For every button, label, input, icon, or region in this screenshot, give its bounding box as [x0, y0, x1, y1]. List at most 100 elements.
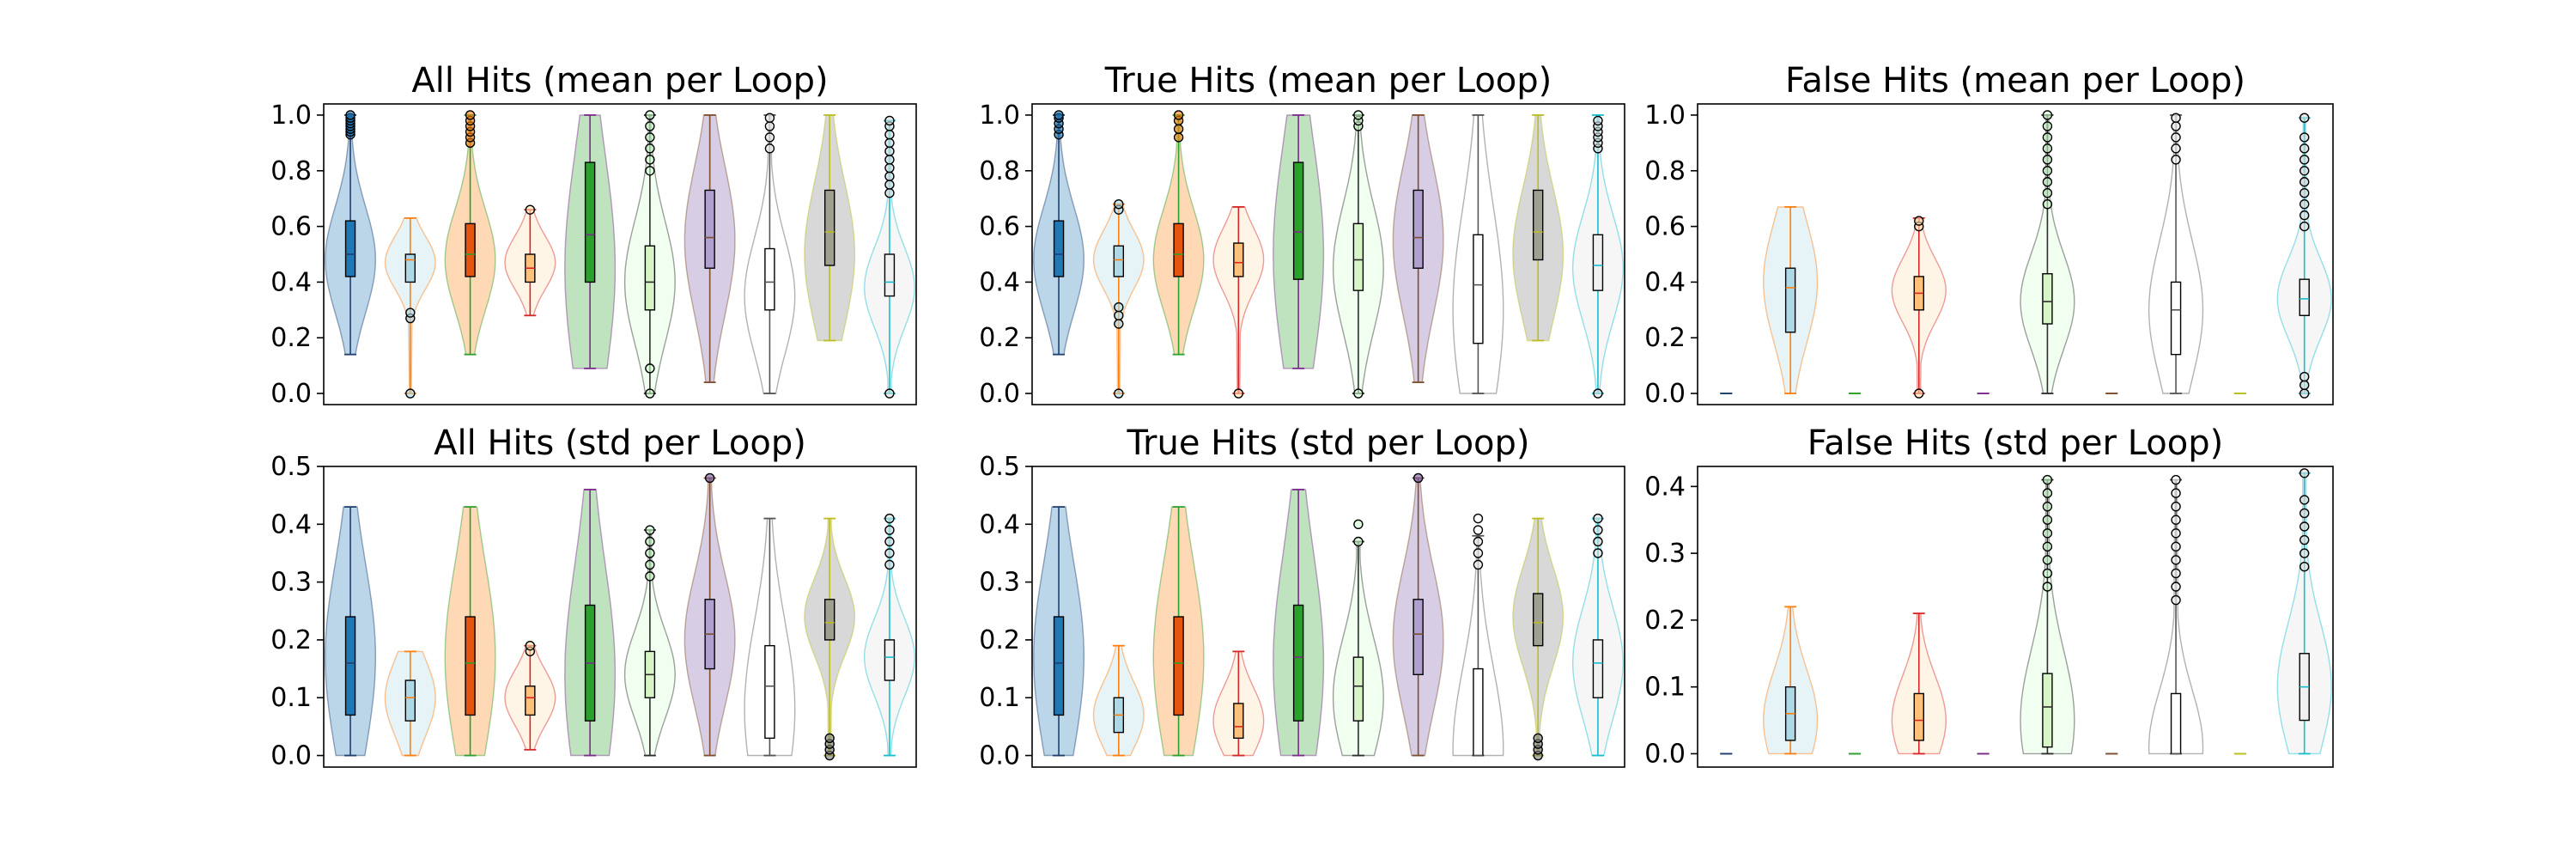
box [1473, 667, 1484, 757]
flier-point [2171, 113, 2181, 123]
violin [864, 115, 915, 399]
flier-point [824, 733, 835, 744]
flier-point [405, 388, 416, 399]
box [823, 189, 835, 266]
flier-point [884, 559, 895, 570]
violin [1033, 110, 1085, 356]
violin [2148, 113, 2204, 394]
flier-point [645, 121, 655, 131]
box [344, 616, 356, 716]
flier-point [1173, 132, 1184, 143]
flier-point [884, 180, 895, 190]
flier-point [2299, 155, 2310, 165]
box [1592, 639, 1604, 698]
y-tick-label: 0.0 [979, 379, 1020, 409]
box [2299, 278, 2310, 316]
flier-point [1593, 115, 1603, 126]
flier-point [764, 113, 775, 123]
y-tick-label: 0.1 [1644, 673, 1686, 703]
flier-point [2042, 155, 2053, 165]
flier-point [2299, 210, 2310, 221]
violin [444, 506, 496, 757]
flier-point [2299, 177, 2310, 187]
flier-point [1114, 310, 1124, 320]
box [764, 644, 775, 740]
flier-point [1353, 110, 1364, 120]
violin [1332, 519, 1384, 757]
flier-point [764, 121, 775, 131]
y-tick-label: 0.0 [270, 379, 312, 409]
flier-point [884, 388, 895, 399]
flier-point [764, 132, 775, 143]
violin [1452, 114, 1504, 394]
flier-point [884, 162, 895, 174]
flier-point [2171, 515, 2181, 525]
box [1352, 222, 1364, 291]
flier-point [2042, 177, 2053, 187]
violin [2276, 113, 2332, 399]
flier-point [525, 640, 536, 651]
y-tick-label: 0.4 [1644, 472, 1686, 502]
flier-point [645, 143, 655, 154]
chart-panel: False Hits (mean per Loop) 0.0 0.2 0.4 0.6 0.… [1644, 61, 2334, 409]
box [2170, 281, 2182, 356]
violin [1092, 644, 1145, 757]
y-tick-label: 0.2 [270, 625, 312, 655]
box [644, 245, 656, 311]
flier-point [645, 571, 655, 582]
flier-point [2299, 495, 2310, 505]
box [884, 639, 896, 681]
y-tick-label: 0.1 [979, 683, 1020, 713]
violin [1571, 114, 1625, 399]
flier-point [884, 137, 895, 149]
flier-point [1114, 319, 1124, 329]
violin [1273, 114, 1325, 369]
flier-point [2299, 534, 2310, 545]
flier-point [2042, 121, 2053, 131]
flier-point [1114, 198, 1124, 210]
box [1113, 245, 1125, 277]
flier-point [1593, 548, 1603, 558]
flier-point [2171, 488, 2181, 498]
axes-frame [1697, 103, 2334, 405]
flier-point [1914, 216, 1924, 226]
flier-point [1054, 110, 1064, 120]
violin [1452, 513, 1504, 757]
y-tick-label: 0.8 [1644, 156, 1686, 186]
y-tick-label: 0.5 [270, 452, 312, 482]
axes-frame [1031, 103, 1625, 405]
box [884, 253, 896, 297]
violin [2276, 468, 2332, 755]
flier-point [704, 472, 715, 484]
box [1233, 703, 1244, 740]
y-tick-label: 1.0 [979, 101, 1020, 131]
flier-point [884, 115, 895, 126]
flier-point [525, 204, 536, 215]
flier-point [2171, 594, 2181, 606]
violin [325, 506, 376, 757]
violin [1033, 506, 1084, 757]
flier-point [2299, 198, 2310, 210]
flier-point [1473, 513, 1484, 524]
violin [1891, 612, 1947, 755]
chart-title: All Hits (mean per Loop) [411, 61, 828, 101]
violin [1512, 114, 1564, 342]
box [1053, 616, 1065, 716]
chart-title: False Hits (mean per Loop) [1785, 61, 2245, 101]
y-tick-label: 0.5 [979, 452, 1020, 482]
flier-point [1114, 302, 1124, 313]
violin [1891, 216, 1947, 399]
violin [1092, 198, 1145, 399]
violin [623, 525, 676, 757]
chart-title: True Hits (mean per Loop) [1104, 61, 1552, 101]
flier-point [1593, 536, 1603, 547]
box [823, 599, 835, 641]
flier-point [1533, 733, 1543, 744]
flier-point [405, 308, 416, 318]
box [1173, 222, 1184, 277]
flier-point [2299, 468, 2310, 478]
y-tick-label: 0.2 [979, 625, 1020, 655]
box [1913, 692, 1924, 741]
y-tick-label: 1.0 [1644, 101, 1686, 131]
